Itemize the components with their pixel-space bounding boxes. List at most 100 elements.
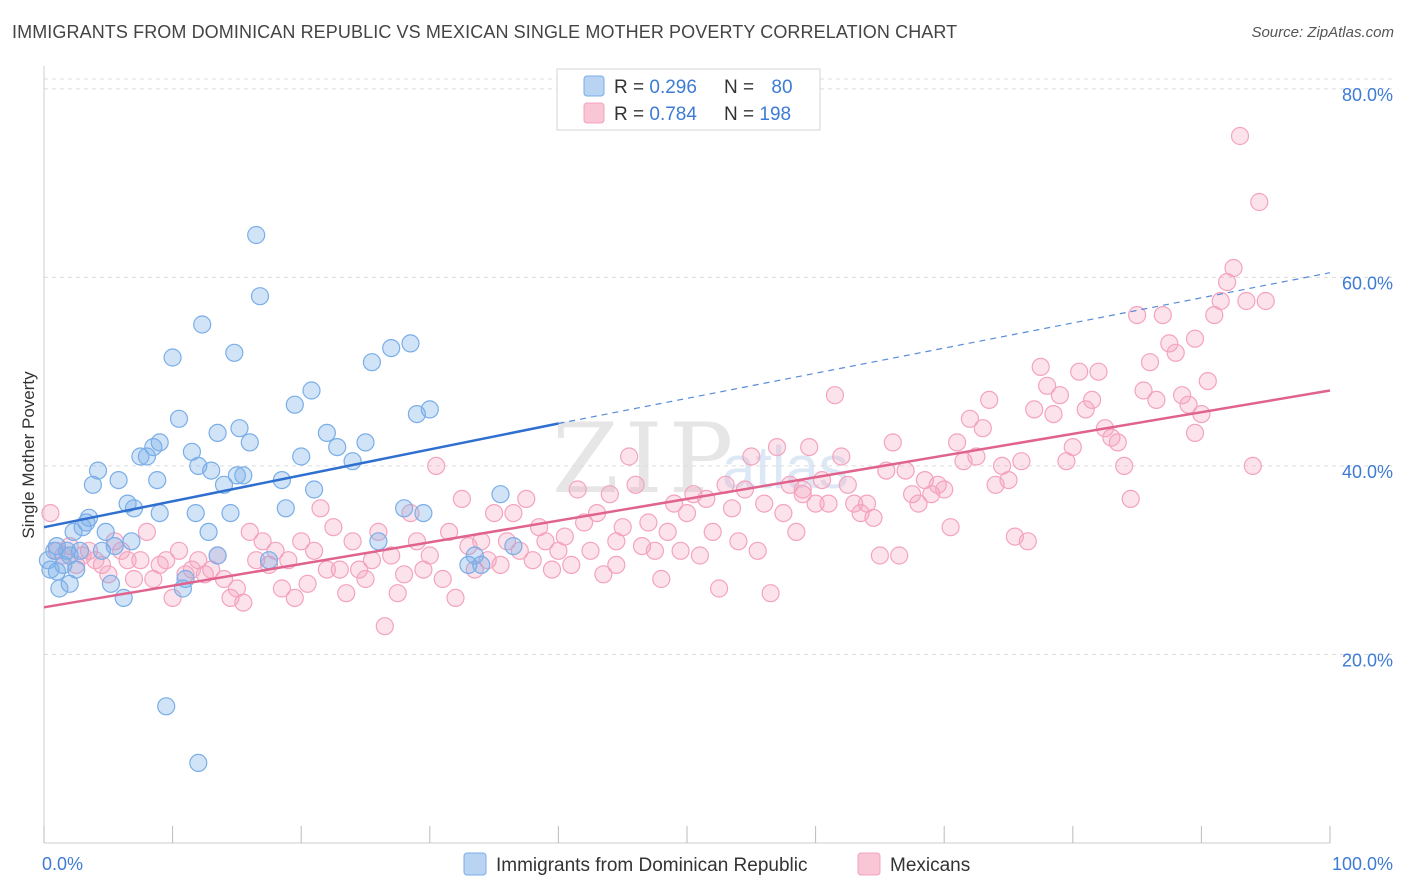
mexicans-point-128 (864, 508, 883, 527)
legend-swatch-dominican (583, 75, 605, 97)
mexicans-point-188 (1250, 192, 1269, 212)
mexicans-point-113 (767, 438, 787, 457)
dominican-point-62 (328, 438, 347, 457)
dominican-point-4 (50, 579, 69, 598)
mexicans-point-61 (433, 569, 452, 589)
mexicans-point-70 (491, 555, 510, 575)
dominican-point-39 (193, 315, 212, 334)
mexicans-point-20 (169, 541, 189, 560)
dominican-point-52 (247, 225, 266, 245)
dominican-point-58 (292, 447, 311, 466)
legend-n-value-dominican: 80 (771, 77, 792, 98)
mexicans-point-75 (523, 551, 542, 570)
dominican-point-15 (88, 461, 108, 480)
mexicans-point-45 (330, 560, 349, 579)
mexicans-point-176 (1172, 386, 1192, 405)
dominican-point-19 (105, 536, 124, 556)
dominican-point-28 (148, 471, 167, 490)
mexicans-point-182 (1211, 291, 1230, 311)
mexicans-point-109 (742, 447, 761, 466)
mexicans-point-64 (452, 489, 471, 508)
mexicans-point-12 (118, 551, 137, 570)
legend-r-value-mexicans: 0.784 (649, 104, 697, 125)
series-mexicans (41, 126, 1275, 636)
mexicans-point-163 (1089, 362, 1108, 381)
dominican-point-40 (189, 753, 208, 773)
dominican-point-60 (305, 480, 324, 499)
mexicans-point-44 (324, 518, 343, 537)
mexicans-point-89 (613, 518, 632, 537)
legend: R = 0.296 N = 80 R = 0.784 N = 198 (556, 68, 821, 131)
mexicans-point-134 (902, 485, 922, 504)
x-tick-label-min: 0.0% (42, 854, 83, 874)
mexicans-point-171 (1140, 353, 1160, 372)
mexicans-point-153 (1025, 400, 1044, 419)
bottom-legend-label-mexicans: Mexicans (890, 855, 970, 876)
mexicans-point-166 (1108, 433, 1127, 452)
dominican-point-46 (221, 503, 240, 523)
mexicans-point-52 (375, 617, 394, 636)
trend-layer (43, 272, 1331, 609)
mexicans-point-190 (1185, 423, 1205, 442)
mexicans-point-192 (607, 555, 626, 575)
mexicans-point-125 (845, 494, 864, 513)
dominican-point-72 (420, 400, 439, 419)
dominican-point-66 (369, 532, 388, 551)
mexicans-point-90 (619, 447, 639, 466)
y-tick-label-20: 20.0% (1342, 650, 1393, 670)
mexicans-point-35 (266, 541, 285, 560)
mexicans-point-53 (382, 546, 401, 565)
mexicans-point-154 (1031, 357, 1050, 376)
mexicans-point-104 (709, 579, 729, 598)
mexicans-point-167 (1115, 456, 1134, 475)
legend-swatch-mexicans (583, 102, 605, 124)
dominican-point-50 (234, 466, 253, 485)
bottom-legend-swatch-mexicans (857, 852, 881, 876)
legend-r-label-dominican: R = 0.296 (614, 77, 697, 98)
mexicans-point-112 (761, 584, 780, 603)
mexicans-point-103 (703, 522, 722, 542)
dominican-point-59 (302, 381, 321, 400)
mexicans-point-185 (1230, 126, 1250, 146)
mexicans-point-36 (272, 579, 291, 598)
mexicans-point-139 (935, 480, 954, 499)
mexicans-point-151 (1012, 452, 1031, 471)
bottom-legend: Immigrants from Dominican Republic Mexic… (463, 852, 970, 876)
mexicans-point-42 (311, 499, 330, 518)
mexicans-point-43 (317, 560, 336, 579)
legend-r-label-mexicans: R = 0.784 (614, 104, 697, 125)
mexicans-point-124 (838, 475, 857, 494)
mexicans-point-162 (1082, 390, 1102, 409)
mexicans-point-178 (1185, 329, 1205, 348)
mexicans-point-51 (369, 522, 388, 542)
mexicans-point-0 (41, 503, 60, 523)
mexicans-point-101 (690, 546, 710, 565)
mexicans-point-117 (793, 485, 812, 504)
mexicans-point-114 (774, 503, 793, 523)
mexicans-point-152 (1018, 532, 1037, 551)
mexicans-point-133 (896, 461, 915, 480)
bottom-legend-label-dominican: Immigrants from Dominican Republic (496, 855, 808, 876)
y-tick-labels: 20.0% 40.0% 60.0% 80.0% (1342, 85, 1393, 671)
mexicans-point-60 (427, 456, 446, 475)
mexicans-point-106 (722, 499, 742, 518)
dominican-point-51 (240, 433, 259, 452)
dominican-point-49 (230, 419, 249, 438)
mexicans-point-111 (755, 494, 774, 513)
legend-n-label-mexicans: N = 198 (724, 104, 791, 125)
dominican-point-48 (227, 466, 246, 485)
dominican-point-77 (504, 536, 523, 556)
mexicans-point-132 (890, 546, 909, 565)
mexicans-point-131 (883, 433, 902, 452)
dominican-point-47 (225, 343, 244, 362)
mexicans-point-168 (1121, 489, 1140, 508)
y-tick-label-60: 60.0% (1342, 273, 1393, 293)
mexicans-point-30 (234, 593, 253, 612)
mexicans-point-102 (697, 489, 716, 508)
bottom-legend-swatch-dominican (463, 852, 487, 876)
dominican-point-6 (57, 541, 77, 560)
dominican-point-54 (259, 551, 279, 570)
mexicans-point-78 (542, 560, 562, 579)
mexicans-point-160 (1070, 362, 1089, 381)
